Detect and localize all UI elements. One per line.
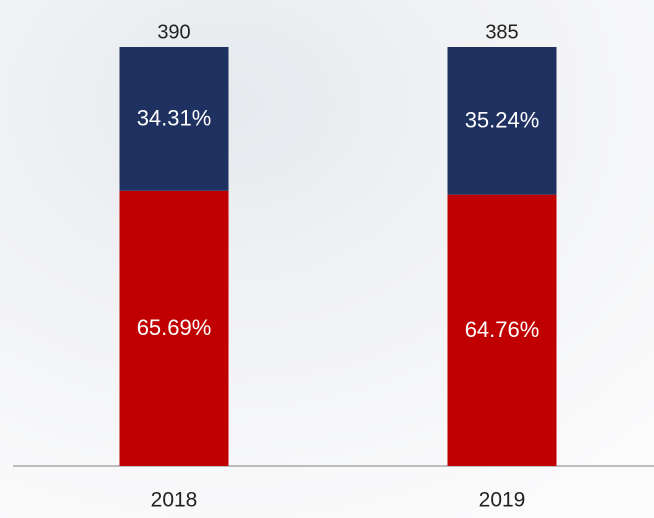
data-label: 65.69% xyxy=(137,315,212,340)
data-label: 35.24% xyxy=(465,108,540,133)
x-tick-label: 2019 xyxy=(479,489,526,512)
total-label: 390 xyxy=(157,21,190,43)
total-label: 385 xyxy=(485,21,518,43)
x-tick-label: 2018 xyxy=(151,489,198,512)
bar-segment xyxy=(119,47,229,191)
bar-segment xyxy=(119,190,229,466)
data-label: 64.76% xyxy=(465,317,540,342)
bar-segment xyxy=(447,194,557,467)
bar-segment xyxy=(447,47,557,195)
data-label: 34.31% xyxy=(137,106,212,131)
